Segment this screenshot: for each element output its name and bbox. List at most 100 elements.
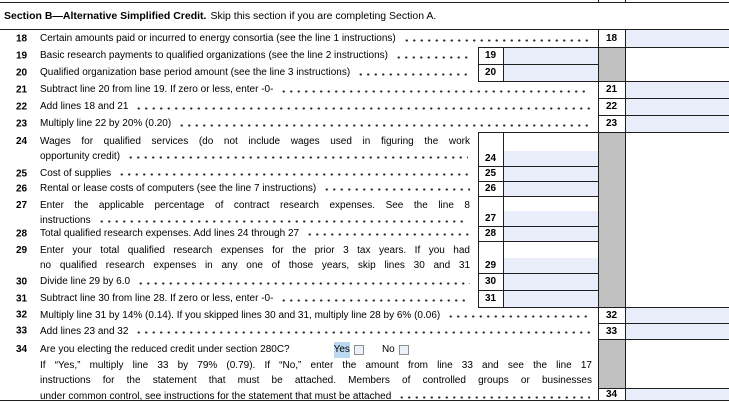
- grid-line-h: [598, 339, 729, 340]
- row-line-25: 25 Cost of supplies: [0, 166, 478, 181]
- line-24-amount-field[interactable]: [503, 151, 598, 166]
- line-24-box-number: 24: [484, 153, 497, 164]
- line-21-box-number: 21: [605, 84, 618, 95]
- grid-line-h: [478, 132, 729, 133]
- grid-line-h: [478, 290, 598, 291]
- line-34-paragraph-line3: under common control, see instructions f…: [40, 390, 392, 402]
- line-22-amount-field[interactable]: [625, 98, 729, 115]
- line-31-box-number: 31: [484, 293, 497, 304]
- line-21-amount-field[interactable]: [625, 81, 729, 98]
- line-22-box-number: 22: [605, 101, 618, 112]
- line-25-amount-field[interactable]: [503, 166, 598, 181]
- row-line-18: 18 Certain amounts paid or incurred to e…: [0, 30, 598, 47]
- grid-line-h: [478, 196, 598, 197]
- line-26-description: Rental or lease costs of computers (see …: [40, 183, 317, 194]
- line-34-amount-field[interactable]: [625, 388, 729, 400]
- no-checkbox[interactable]: [398, 344, 409, 355]
- row-line-26: 26 Rental or lease costs of computers (s…: [0, 181, 478, 196]
- line-28-number: 28: [16, 228, 28, 239]
- line-27-amount-field[interactable]: [503, 211, 598, 226]
- row-line-23: 23 Multiply line 22 by 20% (0.20): [0, 115, 598, 132]
- dot-leader: [127, 156, 468, 159]
- grid-line-v: [503, 132, 504, 307]
- grid-line-h: [598, 323, 729, 324]
- line-28-amount-field[interactable]: [503, 226, 598, 241]
- row-line-27: 27 Enter the applicable percentage of co…: [0, 196, 478, 226]
- dot-leader: [118, 173, 470, 176]
- line-18-amount-field[interactable]: [625, 30, 729, 47]
- section-instruction: Skip this section if you are completing …: [210, 10, 437, 22]
- line-19-box-number: 19: [484, 50, 497, 61]
- grid-line-h: [478, 181, 598, 182]
- dot-leader: [447, 315, 590, 318]
- section-title: Section B—Alternative Simplified Credit.: [4, 10, 207, 22]
- grid-line-h: [0, 2, 729, 3]
- line-27-number: 27: [16, 200, 28, 211]
- dot-leader: [306, 233, 470, 236]
- row-line-20: 20 Qualified organization base period am…: [0, 64, 478, 81]
- grid-line-h: [598, 98, 729, 99]
- line-28-description: Total qualified research expenses. Add l…: [40, 228, 300, 239]
- dot-leader: [280, 299, 470, 302]
- line-33-box-number: 33: [605, 325, 618, 337]
- line-34-question: Are you electing the reduced credit unde…: [40, 344, 290, 355]
- line-29-number: 29: [16, 245, 28, 256]
- grid-line-h: [0, 29, 729, 30]
- line-31-amount-field[interactable]: [503, 290, 598, 307]
- line-33-description: Add lines 23 and 32: [40, 325, 129, 337]
- section-header: Section B—Alternative Simplified Credit.…: [0, 3, 729, 29]
- dot-leader: [137, 282, 470, 285]
- row-line-19: 19 Basic research payments to qualified …: [0, 47, 478, 64]
- line-28-box-number: 28: [484, 228, 497, 239]
- line-29-amount-field[interactable]: [503, 258, 598, 273]
- line-29-description-line2: no qualified research expenses in any on…: [40, 260, 470, 271]
- line-25-box-number: 25: [484, 168, 497, 179]
- no-label: No: [381, 344, 395, 355]
- line-24-description-line1: Wages for qualified services (do not inc…: [40, 136, 470, 147]
- row-line-28: 28 Total qualified research expenses. Ad…: [0, 226, 478, 241]
- line-24-description-line2: opportunity credit): [40, 151, 121, 162]
- grid-line-h: [478, 47, 729, 48]
- line-26-amount-field[interactable]: [503, 181, 598, 196]
- line-21-number: 21: [16, 84, 28, 95]
- dot-leader: [135, 331, 590, 334]
- line-18-number: 18: [16, 33, 28, 44]
- line-27-box-number: 27: [484, 213, 497, 224]
- line-32-amount-field[interactable]: [625, 307, 729, 323]
- grid-line-h: [478, 166, 598, 167]
- line-33-number: 33: [16, 325, 28, 337]
- line-18-description: Certain amounts paid or incurred to ener…: [40, 33, 396, 44]
- line-20-box-number: 20: [484, 67, 497, 78]
- grid-line-h: [0, 400, 729, 401]
- line-20-amount-field[interactable]: [503, 64, 598, 81]
- grid-line-h: [478, 307, 729, 308]
- row-line-30: 30 Divide line 29 by 6.0: [0, 273, 478, 290]
- grid-line-h: [478, 241, 598, 242]
- line-20-description: Qualified organization base period amoun…: [40, 67, 351, 78]
- line-34-number: 34: [16, 344, 28, 355]
- dot-leader: [394, 56, 470, 59]
- row-line-29: 29 Enter your total qualified research e…: [0, 241, 478, 273]
- grid-line-v: [625, 0, 626, 3]
- dot-leader: [178, 124, 590, 127]
- line-25-number: 25: [16, 168, 28, 179]
- yes-checkbox[interactable]: [353, 344, 364, 355]
- dot-leader: [357, 73, 470, 76]
- line-23-amount-field[interactable]: [625, 115, 729, 132]
- shaded-cell: [598, 132, 625, 307]
- line-30-amount-field[interactable]: [503, 273, 598, 290]
- line-19-amount-field[interactable]: [503, 47, 598, 64]
- line-34-paragraph-line1: If “Yes,” multiply line 33 by 79% (0.79)…: [40, 359, 592, 371]
- dot-leader: [323, 188, 470, 191]
- dot-leader: [135, 107, 590, 110]
- line-33-amount-field[interactable]: [625, 323, 729, 339]
- line-24-number: 24: [16, 136, 28, 147]
- line-34-paragraph-line2: instructions for the statement that must…: [40, 375, 592, 386]
- line-30-number: 30: [16, 276, 28, 287]
- row-line-22: 22 Add lines 18 and 21: [0, 98, 598, 115]
- shaded-cell: [598, 339, 625, 388]
- dot-leader: [97, 220, 468, 223]
- line-31-number: 31: [16, 293, 28, 304]
- grid-line-h: [598, 388, 729, 389]
